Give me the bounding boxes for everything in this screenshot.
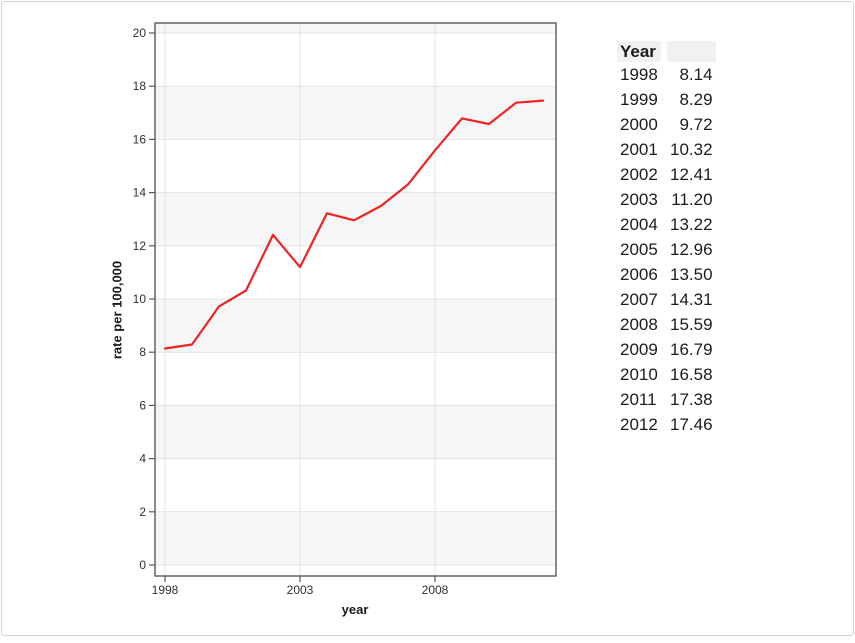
data-line [163,99,545,350]
year-cell: 2010 [620,365,658,384]
table-row: 1999 8.29 [617,87,716,112]
value-cell: 13.22 [670,215,713,234]
value-cell: 10.32 [670,140,713,159]
value-cell: 14.31 [670,290,713,309]
y-tick-label: 18 [133,79,147,93]
table-row: 2004 13.22 [617,212,716,237]
x-tick-label: 2003 [287,583,314,597]
table-row: 2005 12.96 [617,237,716,262]
table-header-row: Year [617,41,716,62]
year-cell: 2001 [620,140,658,159]
y-tick-label: 4 [139,452,146,466]
table-row: 2003 11.20 [617,187,716,212]
value-cell: 12.96 [670,240,713,259]
table-row: 2011 17.38 [617,387,716,412]
year-cell: 2012 [620,415,658,434]
value-cell: 15.59 [670,315,713,334]
year-cell: 1998 [620,65,658,84]
table-row: 2010 16.58 [617,362,716,387]
value-cell: 8.14 [679,65,713,84]
chart-canvas: 0 2 4 6 8 10 12 14 16 18 20 1998 2003 2008 [133,22,557,597]
year-cell: 2007 [620,290,658,309]
year-cell: 1999 [620,90,658,109]
value-cell: 11.20 [671,190,713,209]
table-header: Year [617,41,716,62]
year-cell: 2006 [620,265,658,284]
y-tick-label: 14 [133,186,147,200]
value-cell: 8.29 [679,90,713,109]
table-body: 1998 8.14 1999 8.29 2000 9.72 2001 10.32 2002 12.… [617,62,716,437]
y-tick-label: 6 [139,398,146,412]
y-tick-label: 0 [139,558,146,572]
y-tick-label: 8 [139,345,146,359]
data-table: Year 1998 8.14 1999 8.29 2000 9.72 2001 10.32 20… [611,41,722,437]
table-row: 2006 13.50 [617,262,716,287]
table-row: 2008 15.59 [617,312,716,337]
panel-band [155,299,556,353]
year-cell: 2008 [620,315,658,334]
year-cell: 2000 [620,115,658,134]
value-cell: 17.46 [670,415,713,434]
table-row: 1998 8.14 [617,62,716,87]
x-tick-label: 2008 [422,583,449,597]
value-cell: 13.50 [670,265,713,284]
table-row: 2002 12.41 [617,162,716,187]
table-header-value [667,41,716,62]
panel-band [155,511,556,565]
value-cell: 16.58 [670,365,713,384]
panel-band [155,23,556,33]
table-row: 2007 14.31 [617,287,716,312]
table-header-year: Year [617,41,661,62]
table-row: 2001 10.32 [617,137,716,162]
year-cell: 2002 [620,165,658,184]
panel-band [155,86,556,140]
year-cell: 2009 [620,340,658,359]
y-tick-label: 2 [139,505,146,519]
panel-band [155,405,556,459]
table-row: 2009 16.79 [617,337,716,362]
value-cell: 16.79 [670,340,713,359]
value-cell: 12.41 [670,165,713,184]
y-tick-label: 10 [133,292,147,306]
y-tick-label: 20 [133,26,147,40]
y-tick-label: 16 [133,132,147,146]
x-tick-label: 1998 [152,583,179,597]
year-cell: 2004 [620,215,658,234]
x-axis-title: year [341,602,369,617]
year-cell: 2003 [620,190,658,209]
table-row: 2012 17.46 [617,412,716,437]
y-axis-title: rate per 100,000 [109,260,125,360]
line-chart: 0 2 4 6 8 10 12 14 16 18 20 1998 2003 2008 rate per 1… [109,22,557,617]
y-tick-label: 12 [133,239,147,253]
year-cell: 2005 [620,240,658,259]
table-row: 2000 9.72 [617,112,716,137]
year-cell: 2011 [620,390,657,409]
value-cell: 9.72 [679,115,713,134]
value-cell: 17.38 [670,390,713,409]
